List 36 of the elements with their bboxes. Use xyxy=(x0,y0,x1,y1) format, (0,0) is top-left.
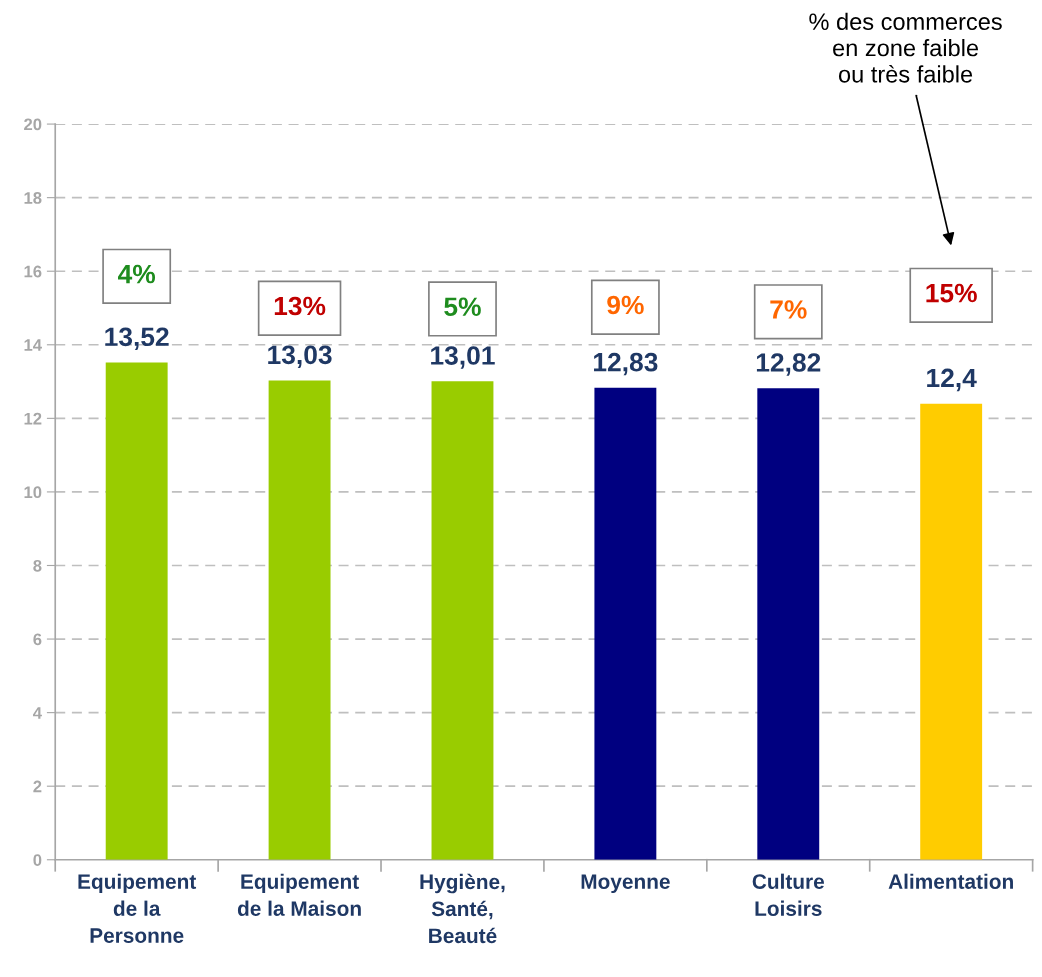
data-label: 12,82 xyxy=(756,353,821,376)
annotation: 4% xyxy=(118,264,156,284)
y-tick-label: 6 xyxy=(33,633,42,646)
x-tick-label: Alimentation xyxy=(888,873,1013,889)
annotation: 5% xyxy=(444,297,481,317)
y-tick-label: 18 xyxy=(24,192,42,204)
annotation: 7% xyxy=(770,300,807,319)
x-tick-label: Hygiène, Santé, Beauté xyxy=(420,873,505,944)
bar xyxy=(757,388,820,860)
bar xyxy=(431,381,494,860)
data-label: 13,52 xyxy=(105,327,169,350)
y-tick-label: 4 xyxy=(33,707,42,719)
data-label: 13,03 xyxy=(268,345,332,368)
data-label: 12,4 xyxy=(927,368,977,392)
data-label: 13,01 xyxy=(431,346,495,369)
x-tick-label: Equipement de la Personne xyxy=(78,873,197,943)
annotation: 13% xyxy=(274,296,326,316)
x-tick-label: Moyenne xyxy=(581,874,670,894)
y-tick-label: 14 xyxy=(24,339,42,351)
bar xyxy=(920,403,983,860)
data-label: 12,83 xyxy=(594,352,658,376)
bar xyxy=(105,362,168,860)
y-tick-label: 0 xyxy=(33,854,42,866)
x-tick-label: Equipement de la Maison xyxy=(237,873,361,916)
bar xyxy=(594,387,657,860)
y-tick-label: 20 xyxy=(24,118,42,131)
y-tick-label: 2 xyxy=(33,780,42,793)
bar xyxy=(268,380,331,860)
text: % des commerces en zone faible ou très faible xyxy=(809,12,1002,83)
x-tick-label: Culture Loisirs xyxy=(752,873,825,916)
y-tick-label: 10 xyxy=(24,486,42,499)
y-tick-label: 16 xyxy=(24,265,42,278)
annotation: 9% xyxy=(607,295,644,315)
y-tick-label: 8 xyxy=(33,559,42,572)
annotation: 15% xyxy=(926,283,977,303)
y-tick-label: 12 xyxy=(24,412,42,425)
